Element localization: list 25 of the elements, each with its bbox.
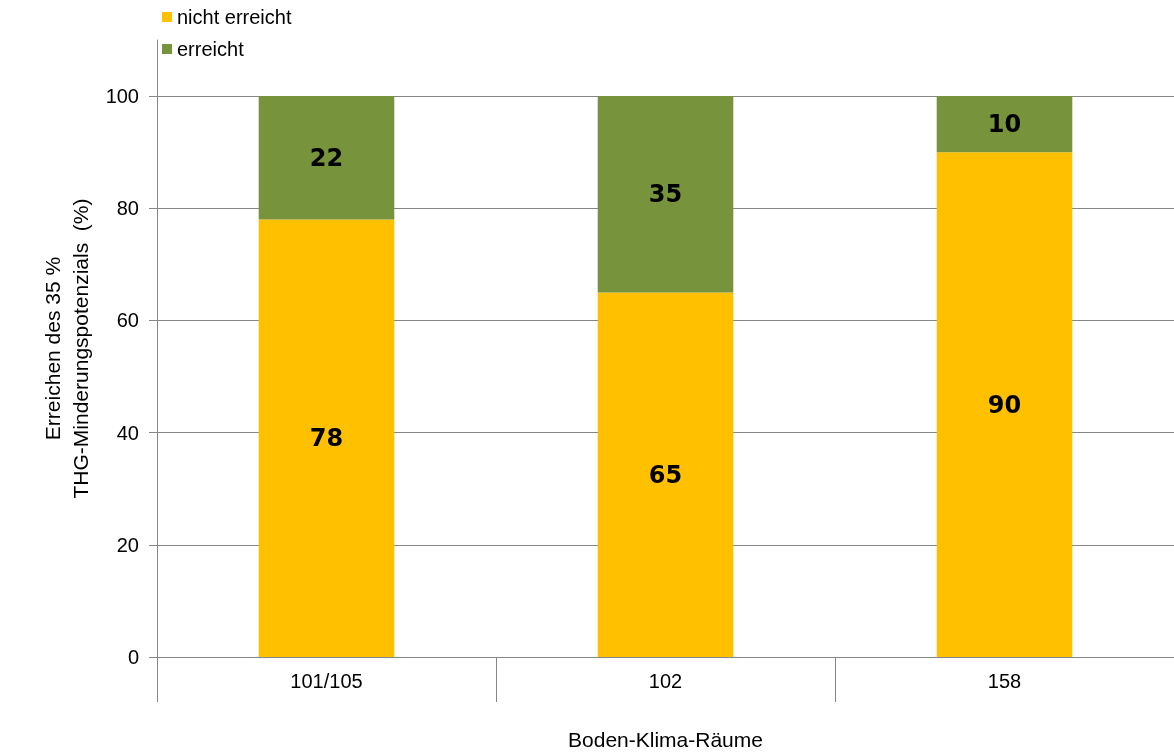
- data-label: 90: [987, 390, 1022, 419]
- y-tick-label: 40: [116, 421, 139, 444]
- x-tick-label: 158: [987, 670, 1022, 692]
- x-tick-label: 101/105: [290, 670, 363, 692]
- data-label: 10: [987, 110, 1022, 139]
- y-axis-title: Erreichen des 35 % THG-Minderungspotenzials (%): [41, 198, 93, 499]
- bar: [258, 96, 395, 220]
- y-tick-label: 20: [116, 533, 139, 556]
- bar: [936, 152, 1073, 657]
- data-label: 22: [309, 143, 344, 172]
- data-label: 78: [309, 424, 344, 453]
- legend-label: erreicht: [177, 38, 245, 60]
- data-label: 65: [648, 460, 683, 489]
- bar: [597, 292, 734, 657]
- x-tick-label: 102: [648, 670, 683, 692]
- y-tick-label: 0: [127, 646, 139, 668]
- x-axis-title: Boden-Klima-Räume: [568, 728, 763, 751]
- legend-label: nicht erreicht: [177, 6, 292, 28]
- bar: [936, 96, 1073, 153]
- bar: [597, 96, 734, 293]
- data-label: 35: [648, 180, 683, 209]
- y-tick-label: 60: [116, 309, 139, 332]
- bar: [258, 219, 395, 657]
- y-tick-label: 80: [116, 197, 139, 220]
- y-tick-label: 100: [105, 85, 139, 108]
